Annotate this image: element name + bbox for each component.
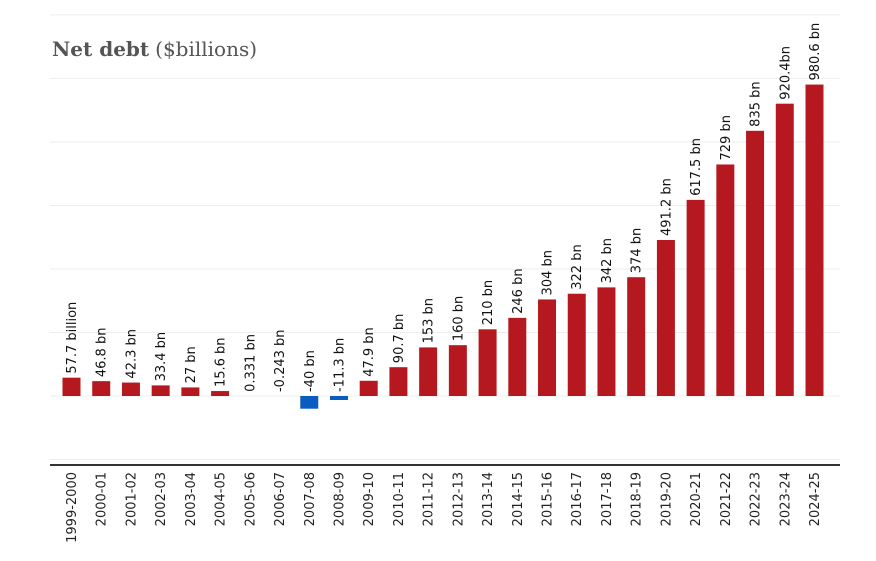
bar-label-2007-08: -40 bn (303, 350, 318, 392)
bar-label-2008-09: -11.3 bn (332, 338, 347, 392)
tick-label-2002-03: 2002-03 (154, 472, 169, 526)
bar-2001-02 (121, 382, 140, 396)
bar-2022-23 (746, 130, 765, 396)
bar-2017-18 (597, 287, 616, 396)
bar-2011-12 (419, 347, 438, 396)
bar-2000-01 (92, 381, 111, 396)
bar-2021-22 (716, 164, 735, 396)
bar-2023-24 (775, 103, 794, 396)
bar-label-2003-04: 27 bn (184, 346, 199, 383)
bar-2008-09 (329, 396, 348, 400)
tick-label-2006-07: 2006-07 (273, 472, 288, 526)
tick-label-2019-20: 2019-20 (659, 472, 674, 526)
bar-2010-11 (389, 367, 408, 396)
bar-label-2021-22: 729 bn (719, 115, 734, 160)
tick-label-2023-24: 2023-24 (778, 472, 793, 526)
tick-label-2005-06: 2005-06 (243, 472, 258, 526)
bar-label-2011-12: 153 bn (422, 298, 437, 343)
bar-label-2019-20: 491.2 bn (659, 178, 674, 236)
bar-label-2015-16: 304 bn (541, 250, 556, 295)
bar-2015-16 (538, 299, 557, 396)
x-tick-labels: 1999-2000 2000-01 2001-02 2002-03 2003-04 200… (65, 472, 823, 543)
tick-label-2009-10: 2009-10 (362, 472, 377, 526)
tick-label-2011-12: 2011-12 (422, 472, 437, 526)
tick-label-2021-22: 2021-22 (719, 472, 734, 526)
tick-label-2018-19: 2018-19 (630, 472, 645, 526)
bar-2014-15 (508, 317, 527, 396)
bar-1999-2000 (62, 377, 81, 396)
bar-label-2012-13: 160 bn (451, 296, 466, 341)
tick-label-2020-21: 2020-21 (689, 472, 704, 526)
bar-label-2002-03: 33.4 bn (154, 332, 169, 382)
chart-title: Net debt ($billions) (52, 37, 257, 61)
bar-label-2001-02: 42.3 bn (124, 329, 139, 379)
bar-2009-10 (359, 380, 378, 396)
bar-2003-04 (181, 387, 200, 396)
tick-label-2013-14: 2013-14 (481, 472, 496, 526)
bar-2019-20 (656, 239, 675, 396)
bars (62, 84, 824, 409)
tick-label-2017-18: 2017-18 (600, 472, 615, 526)
bar-data-labels: 57.7 billion 46.8 bn 42.3 bn 33.4 bn 27 bn 15… (65, 23, 823, 392)
chart-title-main: Net debt (52, 37, 150, 61)
bar-2020-21 (686, 199, 705, 396)
bar-label-2000-01: 46.8 bn (95, 328, 110, 378)
bar-2004-05 (211, 391, 230, 396)
chart-title-sub: ($billions) (155, 37, 257, 61)
bar-label-2023-24: 920.4bn (778, 46, 793, 100)
tick-label-2003-04: 2003-04 (184, 472, 199, 526)
tick-label-2015-16: 2015-16 (541, 472, 556, 526)
bar-label-2016-17: 322 bn (570, 244, 585, 289)
bar-label-2022-23: 835 bn (749, 81, 764, 126)
bar-label-1999-2000: 57.7 billion (65, 302, 80, 374)
bar-label-2014-15: 246 bn (511, 268, 526, 313)
tick-label-2007-08: 2007-08 (303, 472, 318, 526)
bar-2018-19 (627, 277, 646, 396)
tick-label-2001-02: 2001-02 (124, 472, 139, 526)
bar-label-2013-14: 210 bn (481, 280, 496, 325)
tick-label-2014-15: 2014-15 (511, 472, 526, 526)
bar-label-2020-21: 617.5 bn (689, 138, 704, 196)
bar-2013-14 (478, 329, 497, 396)
tick-label-2012-13: 2012-13 (451, 472, 466, 526)
tick-label-2022-23: 2022-23 (749, 472, 764, 526)
bar-label-2018-19: 374 bn (630, 228, 645, 273)
bar-label-2005-06: 0.331 bn (243, 334, 258, 392)
bar-label-2024-25: 980.6 bn (808, 23, 823, 81)
tick-label-2024-25: 2024-25 (808, 472, 823, 526)
tick-label-2008-09: 2008-09 (332, 472, 347, 526)
bar-label-2004-05: 15.6 bn (214, 337, 229, 387)
bar-label-2010-11: 90.7 bn (392, 314, 407, 364)
tick-label-2016-17: 2016-17 (570, 472, 585, 526)
bar-label-2009-10: 47.9 bn (362, 327, 377, 377)
tick-label-2010-11: 2010-11 (392, 472, 407, 526)
bar-2002-03 (151, 385, 170, 396)
tick-label-2004-05: 2004-05 (214, 472, 229, 526)
tick-label-2000-01: 2000-01 (95, 472, 110, 526)
bar-2024-25 (805, 84, 824, 397)
bar-label-2017-18: 342 bn (600, 238, 615, 283)
bar-2012-13 (448, 345, 467, 396)
bar-2016-17 (567, 293, 586, 396)
bar-2007-08 (300, 396, 319, 409)
tick-label-1999-2000: 1999-2000 (65, 472, 80, 543)
bar-label-2006-07: -0.243 bn (273, 329, 288, 392)
